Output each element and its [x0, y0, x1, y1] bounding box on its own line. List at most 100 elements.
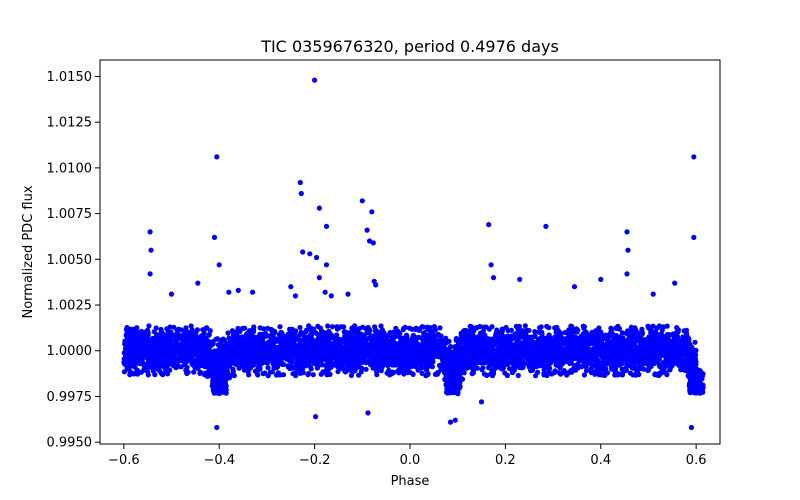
data-point — [477, 330, 484, 336]
data-point — [372, 354, 378, 360]
data-point — [329, 324, 335, 330]
data-point — [413, 364, 419, 370]
data-point — [292, 337, 298, 343]
data-point — [324, 364, 330, 370]
data-point — [542, 335, 549, 341]
data-point — [370, 363, 376, 369]
data-point — [460, 355, 466, 361]
data-point — [345, 352, 351, 358]
data-point — [447, 349, 453, 356]
data-point — [692, 349, 698, 355]
data-point — [453, 347, 459, 353]
data-point — [634, 371, 641, 377]
data-point — [234, 332, 240, 338]
data-point — [515, 372, 521, 379]
data-point — [545, 356, 551, 362]
data-point — [424, 360, 431, 366]
data-point — [225, 330, 231, 336]
data-point — [544, 323, 550, 329]
data-point — [603, 369, 609, 375]
data-point — [404, 370, 410, 376]
data-point — [132, 347, 138, 353]
data-point — [324, 372, 330, 378]
data-point — [263, 333, 269, 339]
data-point — [652, 371, 658, 377]
data-point — [197, 370, 203, 376]
data-point — [307, 356, 314, 363]
data-point — [303, 327, 310, 333]
data-point — [363, 366, 369, 372]
data-point — [268, 354, 274, 360]
data-point — [666, 332, 672, 338]
data-point — [169, 356, 176, 362]
data-point — [158, 335, 164, 341]
data-point — [367, 350, 373, 356]
data-point — [596, 325, 602, 331]
data-point — [328, 350, 334, 357]
data-point — [297, 370, 303, 376]
data-point — [493, 331, 499, 337]
data-point — [344, 335, 350, 341]
data-point — [471, 328, 477, 334]
data-point — [656, 362, 662, 369]
data-point — [587, 338, 594, 344]
data-point — [297, 324, 303, 331]
data-point — [351, 335, 357, 341]
data-point — [643, 351, 649, 357]
data-point — [546, 369, 552, 375]
data-point — [268, 347, 274, 353]
data-point — [310, 372, 316, 378]
data-point — [586, 332, 592, 338]
data-point — [362, 357, 368, 363]
data-point — [206, 346, 212, 352]
data-point — [411, 355, 417, 362]
data-point — [495, 351, 501, 357]
data-point — [123, 339, 129, 345]
data-point — [265, 373, 271, 379]
data-point — [565, 330, 571, 336]
data-point — [401, 366, 407, 372]
data-point — [287, 365, 293, 372]
data-point — [489, 370, 495, 376]
data-point — [639, 330, 645, 336]
data-point — [162, 363, 168, 369]
data-point — [628, 327, 634, 334]
data-point — [539, 329, 545, 335]
data-point — [437, 325, 443, 331]
data-point — [191, 369, 197, 375]
data-point — [209, 340, 215, 346]
data-point — [377, 334, 383, 340]
data-point — [475, 359, 481, 366]
data-point — [179, 358, 185, 364]
data-point — [374, 372, 380, 378]
data-point — [298, 343, 304, 350]
data-point — [592, 371, 598, 377]
data-point — [434, 371, 441, 377]
data-point — [396, 370, 402, 376]
data-point — [551, 370, 557, 376]
data-point — [121, 356, 127, 362]
data-point — [362, 346, 368, 352]
data-point — [641, 342, 647, 349]
data-point — [231, 373, 237, 379]
data-point — [580, 323, 586, 329]
data-point — [652, 331, 658, 337]
data-point — [409, 326, 415, 332]
data-point — [629, 345, 635, 351]
data-point — [341, 329, 347, 335]
data-point — [625, 363, 631, 369]
data-point — [590, 357, 596, 363]
data-point — [297, 332, 303, 338]
data-point — [378, 323, 384, 329]
data-point — [615, 372, 621, 378]
data-point — [453, 354, 459, 360]
data-point — [157, 345, 163, 351]
data-point — [649, 347, 655, 354]
data-point — [210, 359, 216, 366]
data-point — [389, 359, 395, 365]
data-point — [466, 332, 473, 338]
data-point — [660, 324, 667, 330]
data-point — [446, 338, 452, 344]
data-point — [457, 361, 463, 367]
